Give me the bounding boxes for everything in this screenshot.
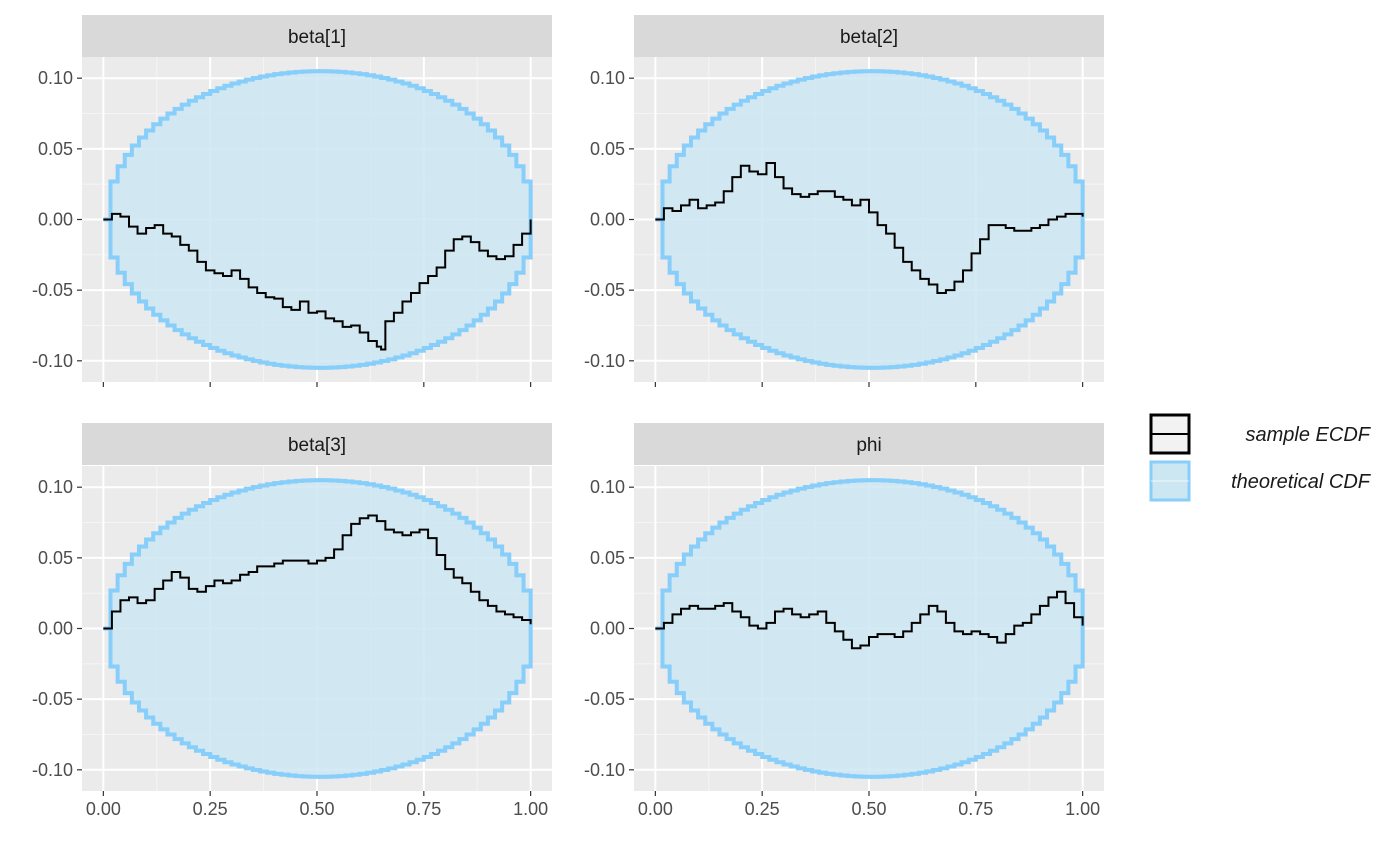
facet-panel-0: beta[1] 0.10 0.05 0.00 -0.05 -0.10 (32, 15, 552, 387)
y-tick-label: 0.00 (590, 619, 625, 639)
x-tick-label: 0.00 (638, 799, 673, 819)
y-tick-label: -0.05 (584, 280, 625, 300)
facet-strip (82, 423, 552, 465)
y-tick-label: 0.10 (590, 68, 625, 88)
y-tick-label: 0.10 (38, 68, 73, 88)
x-tick-label: 0.25 (745, 799, 780, 819)
legend: sample ECDF theoretical CDF (1149, 413, 1372, 502)
facet-strip (634, 15, 1104, 57)
x-tick-label: 1.00 (1065, 799, 1100, 819)
x-tick-label: 0.00 (86, 799, 121, 819)
facet-title: beta[1] (288, 27, 346, 48)
facet-title: beta[3] (288, 435, 346, 456)
legend-label-sample-ecdf: sample ECDF (1246, 424, 1372, 446)
y-tick-label: -0.10 (584, 760, 625, 780)
y-tick-label: -0.05 (32, 280, 73, 300)
x-tick-label: 0.75 (958, 799, 993, 819)
y-tick-label: -0.05 (32, 689, 73, 709)
facet-panel-1: beta[2] 0.10 0.05 0.00 -0.05 -0.10 (584, 15, 1104, 387)
y-tick-label: -0.10 (32, 351, 73, 371)
theoretical-cdf-band (655, 478, 1085, 779)
facet-panel-2: beta[3] 0.10 0.05 0.00 -0.05 -0.10 0.00 0.25 0.5… (32, 423, 552, 819)
sample-ecdf-line (655, 590, 1084, 650)
y-tick-label: -0.10 (584, 351, 625, 371)
x-tick-label: 0.75 (406, 799, 441, 819)
x-tick-label: 0.50 (299, 799, 334, 819)
legend-label-theoretical-cdf: theoretical CDF (1231, 471, 1372, 493)
theoretical-cdf-band (103, 69, 533, 370)
facet-strip (82, 15, 552, 57)
y-tick-label: 0.10 (590, 477, 625, 497)
y-tick-label: 0.05 (590, 139, 625, 159)
sample-ecdf-line (655, 161, 1084, 294)
sample-ecdf-line (103, 212, 532, 351)
y-tick-label: -0.05 (584, 689, 625, 709)
y-tick-label: 0.00 (38, 210, 73, 230)
theoretical-cdf-band (655, 69, 1085, 370)
sample-ecdf-line (103, 514, 532, 630)
facet-title: beta[2] (840, 27, 898, 48)
theoretical-cdf-band (103, 478, 533, 779)
y-tick-label: 0.05 (38, 548, 73, 568)
x-tick-label: 1.00 (513, 799, 548, 819)
facet-title: phi (856, 435, 881, 456)
facet-panel-3: phi 0.10 0.05 0.00 -0.05 -0.10 0.00 0.25 0.50 0.7… (584, 423, 1104, 819)
y-tick-label: 0.00 (38, 619, 73, 639)
y-tick-label: -0.10 (32, 760, 73, 780)
facet-strip (634, 423, 1104, 465)
y-tick-label: 0.10 (38, 477, 73, 497)
y-tick-label: 0.05 (590, 548, 625, 568)
x-tick-label: 0.25 (193, 799, 228, 819)
x-tick-label: 0.50 (851, 799, 886, 819)
y-tick-label: 0.00 (590, 210, 625, 230)
y-tick-label: 0.05 (38, 139, 73, 159)
